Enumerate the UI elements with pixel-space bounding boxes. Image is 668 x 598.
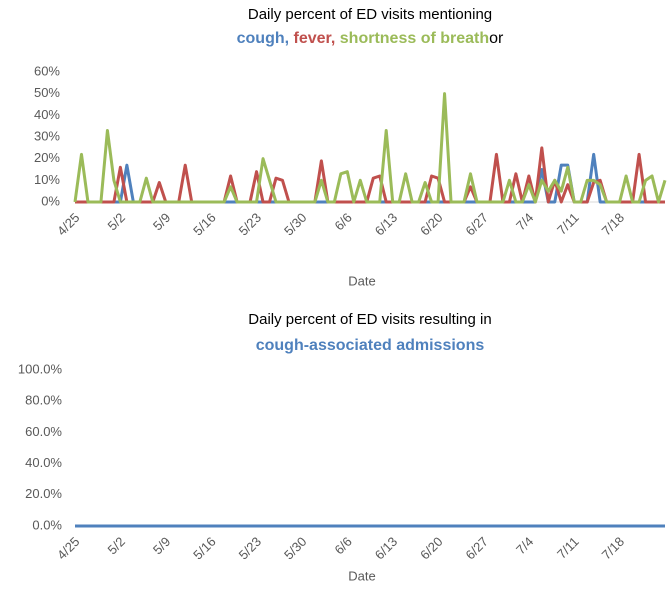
legend-entry: cough [237, 30, 285, 47]
x-tick-label: 6/27 [463, 534, 492, 563]
y-tick-label: 30% [34, 128, 60, 143]
legend: cough-associated admissions [256, 337, 485, 354]
y-tick-label: 40.0% [25, 455, 62, 470]
legend-entry: fever [294, 30, 332, 47]
x-tick-label: 5/2 [105, 534, 128, 557]
x-tick-label: 7/18 [599, 534, 628, 563]
x-tick-label: 5/2 [105, 210, 128, 233]
y-tick-label: 100.0% [18, 361, 63, 376]
y-tick-label: 40% [34, 107, 60, 122]
chart-title: Daily percent of ED visits resulting in [248, 311, 491, 328]
x-tick-label: 7/4 [513, 534, 536, 557]
x-tick-label: 7/18 [599, 210, 628, 239]
legend-entry: cough-associated admissions [256, 337, 485, 354]
y-tick-label: 0.0% [32, 517, 62, 532]
x-tick-label: 5/9 [150, 534, 173, 557]
x-tick-label: 7/11 [554, 534, 582, 562]
legend-separator: , [331, 30, 340, 47]
x-tick-label: 5/16 [190, 210, 219, 239]
x-tick-label: 5/30 [281, 210, 310, 239]
x-tick-label: 7/11 [554, 210, 582, 238]
y-tick-label: 60.0% [25, 424, 62, 439]
y-tick-label: 20% [34, 150, 60, 165]
y-tick-label: 0% [41, 193, 60, 208]
x-tick-label: 6/27 [463, 210, 492, 239]
x-tick-label: 4/25 [54, 210, 83, 239]
x-tick-label: 5/9 [150, 210, 173, 233]
x-axis-label: Date [348, 273, 375, 288]
x-tick-label: 6/6 [331, 534, 354, 557]
x-tick-label: 5/30 [281, 534, 310, 563]
y-tick-label: 60% [34, 63, 60, 78]
legend-separator: , [285, 30, 294, 47]
x-tick-label: 5/23 [236, 534, 265, 563]
legend: cough, fever, shortness of breathor [237, 30, 504, 47]
series-line [73, 92, 667, 204]
series-line [75, 146, 665, 204]
x-axis-label: Date [348, 568, 375, 583]
x-tick-label: 4/25 [54, 534, 83, 563]
y-tick-label: 80.0% [25, 393, 62, 408]
legend-separator: or [489, 30, 504, 47]
legend-entry: shortness of breath [340, 30, 489, 47]
chart-title: Daily percent of ED visits mentioning [248, 6, 492, 23]
x-tick-label: 6/20 [417, 534, 446, 563]
x-tick-label: 5/16 [190, 534, 219, 563]
y-tick-label: 20.0% [25, 486, 62, 501]
y-tick-label: 50% [34, 85, 60, 100]
y-tick-label: 10% [34, 172, 60, 187]
x-tick-label: 5/23 [236, 210, 265, 239]
x-tick-label: 6/13 [372, 210, 401, 239]
x-tick-label: 6/6 [331, 210, 354, 233]
x-tick-label: 6/20 [417, 210, 446, 239]
x-tick-label: 7/4 [513, 210, 536, 233]
x-tick-label: 6/13 [372, 534, 401, 563]
